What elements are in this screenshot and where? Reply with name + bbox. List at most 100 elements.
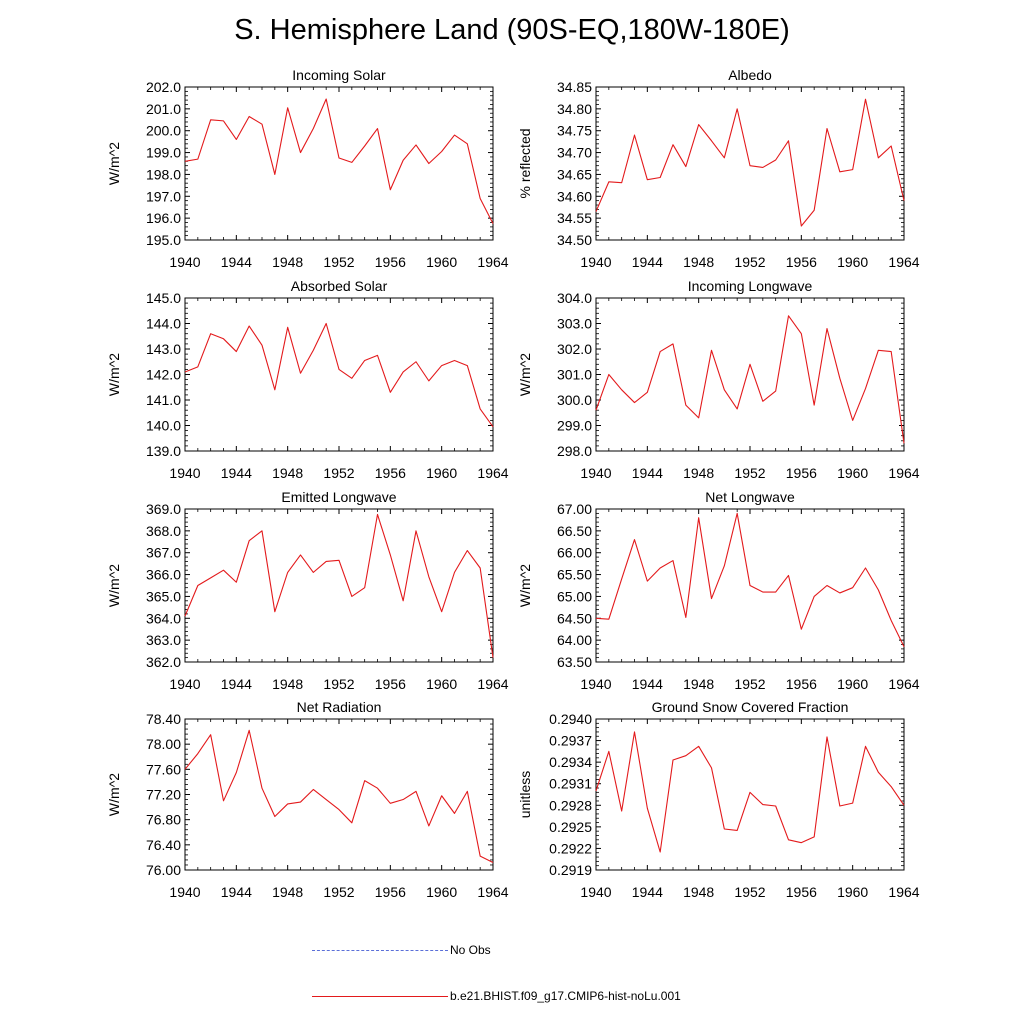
y-tick-label: 140.0	[146, 418, 181, 434]
x-tick-label: 1960	[426, 676, 457, 692]
x-tick-label: 1956	[786, 676, 817, 692]
y-tick-label: 64.50	[557, 610, 592, 626]
x-tick-label: 1940	[580, 884, 611, 900]
y-tick-label: 141.0	[146, 392, 181, 408]
x-tick-label: 1944	[632, 676, 663, 692]
x-tick-label: 1948	[683, 254, 714, 270]
y-axis-label: W/m^2	[106, 353, 122, 396]
chart-panel-4: Emitted Longwave W/m^2 362.0 363.0 364.0 365.…	[106, 489, 509, 692]
series-line-0	[595, 512, 905, 647]
x-tick-label: 1952	[734, 676, 765, 692]
y-axis-label: W/m^2	[106, 142, 122, 185]
x-tick-label: 1948	[272, 884, 303, 900]
x-tick-label: 1964	[477, 254, 508, 270]
y-tick-label: 303.0	[557, 316, 592, 332]
x-tick-label: 1956	[786, 884, 817, 900]
y-tick-label: 300.0	[557, 392, 592, 408]
chart-panel-2: Absorbed Solar W/m^2 139.0 140.0 141.0 142.0 1…	[106, 278, 509, 481]
x-tick-label: 1948	[683, 465, 714, 481]
y-tick-label: 64.00	[557, 632, 592, 648]
chart-panel-1: Albedo % reflected 34.50 34.55 34.60 34.65 34.…	[517, 67, 920, 270]
x-tick-label: 1964	[477, 884, 508, 900]
y-tick-label: 76.00	[146, 862, 181, 878]
y-tick-label: 198.0	[146, 166, 181, 182]
plot-frame	[595, 297, 905, 452]
y-tick-label: 77.20	[146, 787, 181, 803]
legend-swatch-no-obs	[312, 950, 448, 951]
x-tick-label: 1948	[683, 884, 714, 900]
y-tick-label: 368.0	[146, 523, 181, 539]
plot-frame	[184, 86, 494, 241]
y-tick-label: 0.2922	[549, 840, 592, 856]
y-tick-label: 304.0	[557, 290, 592, 306]
legend-swatch-model-run	[312, 996, 448, 997]
chart-panel-7: Ground Snow Covered Fraction unitless 0.29…	[517, 699, 920, 900]
plot-frame	[595, 718, 905, 871]
x-tick-label: 1956	[375, 676, 406, 692]
y-tick-label: 201.0	[146, 101, 181, 117]
x-tick-label: 1952	[734, 465, 765, 481]
x-tick-label: 1952	[323, 676, 354, 692]
y-tick-label: 200.0	[146, 123, 181, 139]
x-tick-label: 1960	[837, 254, 868, 270]
y-tick-label: 34.55	[557, 210, 592, 226]
x-tick-label: 1952	[323, 884, 354, 900]
series-line-0	[184, 729, 494, 863]
x-tick-label: 1944	[221, 676, 252, 692]
y-tick-label: 301.0	[557, 367, 592, 383]
series-line-0	[595, 315, 905, 444]
y-tick-label: 77.60	[146, 761, 181, 777]
legend-item-no-obs: No Obs	[312, 940, 612, 960]
page-title: S. Hemisphere Land (90S-EQ,180W-180E)	[234, 14, 790, 46]
y-tick-label: 367.0	[146, 545, 181, 561]
x-tick-label: 1940	[169, 676, 200, 692]
legend-item-model-run: b.e21.BHIST.f09_g17.CMIP6-hist-noLu.001	[312, 986, 732, 1006]
x-tick-label: 1964	[477, 465, 508, 481]
x-tick-label: 1964	[888, 884, 919, 900]
y-tick-label: 66.50	[557, 523, 592, 539]
x-tick-label: 1960	[426, 884, 457, 900]
y-tick-label: 65.00	[557, 588, 592, 604]
x-tick-label: 1948	[683, 676, 714, 692]
x-tick-label: 1940	[580, 676, 611, 692]
y-tick-label: 0.2937	[549, 733, 592, 749]
series-line-0	[595, 98, 905, 227]
y-tick-label: 197.0	[146, 188, 181, 204]
chart-title: Net Longwave	[705, 489, 795, 505]
y-tick-label: 67.00	[557, 501, 592, 517]
x-tick-label: 1956	[786, 465, 817, 481]
y-tick-label: 0.2925	[549, 819, 592, 835]
y-tick-label: 369.0	[146, 501, 181, 517]
y-tick-label: 0.2919	[549, 862, 592, 878]
x-tick-label: 1948	[272, 254, 303, 270]
y-tick-label: 143.0	[146, 341, 181, 357]
x-tick-label: 1964	[888, 676, 919, 692]
x-tick-label: 1944	[632, 465, 663, 481]
y-tick-label: 34.50	[557, 232, 592, 248]
y-tick-label: 195.0	[146, 232, 181, 248]
y-tick-label: 66.00	[557, 545, 592, 561]
y-tick-label: 202.0	[146, 79, 181, 95]
x-tick-label: 1960	[837, 884, 868, 900]
y-tick-label: 65.50	[557, 567, 592, 583]
x-tick-label: 1940	[580, 254, 611, 270]
chart-panel-3: Incoming Longwave W/m^2 298.0 299.0 300.0 301…	[517, 278, 920, 481]
x-tick-label: 1944	[632, 254, 663, 270]
plot-frame	[184, 508, 494, 663]
y-axis-label: W/m^2	[106, 564, 122, 607]
y-tick-label: 0.2931	[549, 776, 592, 792]
y-axis-label: unitless	[517, 771, 533, 818]
chart-title: Emitted Longwave	[281, 489, 396, 505]
chart-panel-5: Net Longwave W/m^2 63.50 64.00 64.50 65.00 65.…	[517, 489, 920, 692]
y-tick-label: 76.80	[146, 812, 181, 828]
x-tick-label: 1952	[323, 465, 354, 481]
x-tick-label: 1944	[221, 884, 252, 900]
chart-panel-0: Incoming Solar W/m^2 195.0 196.0 197.0 198.0 1…	[106, 67, 509, 270]
y-tick-label: 76.40	[146, 837, 181, 853]
series-line-0	[595, 731, 905, 853]
y-tick-label: 139.0	[146, 443, 181, 459]
y-tick-label: 299.0	[557, 418, 592, 434]
chart-title: Ground Snow Covered Fraction	[652, 699, 849, 715]
x-tick-label: 1948	[272, 465, 303, 481]
